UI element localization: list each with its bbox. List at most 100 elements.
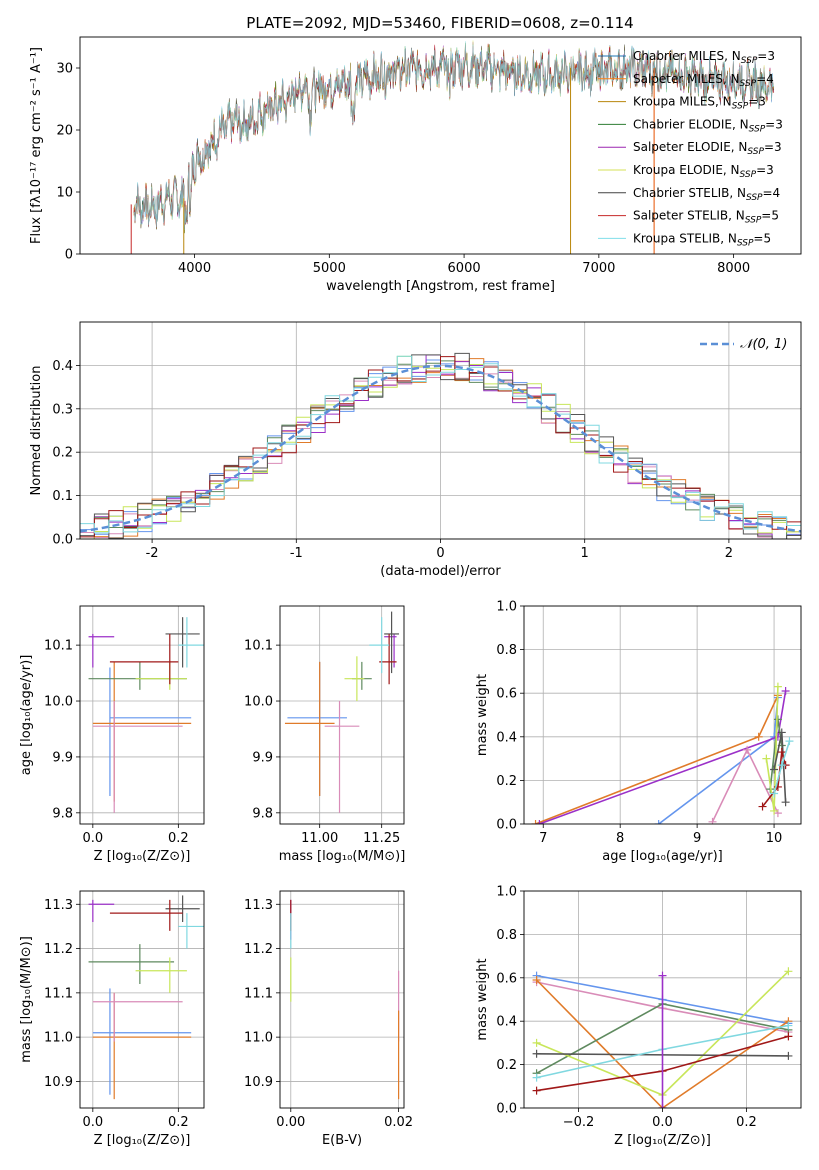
age-weight-marker [531,820,540,824]
residuals-ytick-label: 0.0 [52,533,73,548]
age-weight-marker [773,715,782,724]
age-weight-marker [781,687,790,696]
spectrum-ytick-label: 0 [65,248,73,263]
residuals-ylabel: Normed distribution [29,366,44,496]
z-weight-ytick-label: 0.2 [496,1058,517,1073]
age-weight-ytick-label: 0.8 [496,643,517,658]
z-mass-frame [79,890,205,1109]
spectrum-axes: 4000 5000 6000 7000 8000 0 10 20 30 wavelength [A… [29,36,802,294]
residuals-marks [80,322,801,539]
age-weight-ylabel: mass weight [475,674,490,756]
legend-label-0: Chabrier MILES, NSSP=3 [633,49,775,66]
residuals-xlabel: (data-model)/error [380,564,501,579]
age-weight-ytick-label: 0.0 [496,818,517,833]
residuals-xtick-label: 1 [581,546,589,561]
mass-age-ytick-label: 10.0 [244,695,273,710]
z-mass-ytick-label: 11.1 [44,986,73,1001]
z-age-xlabel: Z [log₁₀(Z/Z⊙)] [94,849,191,864]
z-weight-marker [784,1032,793,1041]
mass-age-ytick-label: 9.8 [252,806,273,821]
z-weight-marks [524,891,801,1108]
z-age-xtick-label: 0.2 [168,831,189,846]
z-mass-axes: 0.0 0.2 10.9 11.0 11.1 11.2 11.3 Z [log₁₀(Z/Z⊙)… [19,890,205,1148]
z-weight-ytick-label: 1.0 [496,885,517,900]
mass-age-ytick-label: 9.9 [252,750,273,765]
z-mass-ytick-label: 11.2 [44,942,73,957]
z-mass-ytick-label: 11.0 [44,1031,73,1046]
age-weight-xlabel: age [log₁₀(age/yr)] [602,849,723,864]
age-weight-marker [743,745,752,754]
z-weight-marker [658,1104,667,1108]
z-weight-marker [532,1049,541,1058]
z-weight-line-2 [536,979,789,1108]
age-weight-marker [654,820,663,824]
z-age-ytick-label: 10.0 [44,695,73,710]
age-weight-marker [535,820,544,824]
mass-age-frame [279,605,405,825]
age-weight-marker [770,789,779,798]
residuals-ytick-label: 0.4 [52,359,73,374]
residuals-xtick-label: -1 [290,546,303,561]
residuals-axes: -2 -1 0 1 2 0.0 0.1 0.2 0.3 0.4 (data-model)/error… [29,321,802,579]
z-weight-frame [523,890,802,1109]
z-weight-ytick-label: 0.8 [496,928,517,943]
legend-label-8: Kroupa STELIB, NSSP=5 [633,231,771,248]
residuals-frame [79,321,802,540]
age-weight-ytick-label: 0.2 [496,774,517,789]
age-weight-marker [777,748,786,757]
z-weight-marker [784,1021,793,1030]
spectrum-xtick-label: 6000 [448,261,481,276]
age-weight-ytick-label: 0.4 [496,730,517,745]
residual-histogram-8 [80,355,801,534]
residuals-xtick-label: 0 [436,546,444,561]
age-weight-xtick-label: 9 [693,831,701,846]
z-mass-ytick-label: 11.3 [44,898,73,913]
z-weight-marker [532,975,541,984]
age-weight-axes: 7 8 9 10 0.0 0.2 0.4 0.6 0.8 1.0 age [log₁₀(age/yr… [475,600,802,864]
residuals-xtick-label: 2 [725,546,733,561]
age-weight-marks [524,606,801,824]
z-weight-xlabel: Z [log₁₀(Z/Z⊙)] [614,1133,711,1148]
ebv-mass-plot-area [280,891,404,1108]
ebv-mass-ytick-label: 11.3 [244,898,273,913]
mass-age-axes: 11.00 11.25 9.8 9.9 10.0 10.1 mass [log₁₀(M/M⊙… [244,605,405,864]
z-mass-ylabel: mass [log₁₀(M/M⊙)] [19,936,34,1063]
z-age-axes: 0.0 0.2 9.8 9.9 10.0 10.1 Z [log₁₀(Z/Z⊙)] age [… [19,605,205,864]
mass-age-xtick-label: 11.00 [301,831,338,846]
age-weight-marker [777,761,786,770]
age-weight-marker [773,682,782,691]
mass-age-xtick-label: 11.25 [363,831,400,846]
z-mass-ytick-label: 10.9 [44,1075,73,1090]
legend-label-6: Chabrier STELIB, NSSP=4 [633,186,780,203]
age-weight-marker [785,737,794,746]
z-weight-marker [784,967,793,976]
spectrum-xtick-label: 5000 [313,261,346,276]
residual-histogram-7 [80,356,801,538]
spectrum-plot-area [80,37,801,254]
age-weight-ytick-label: 1.0 [496,600,517,615]
age-weight-plot-area [524,606,801,824]
z-age-ylabel: age [log₁₀(age/yr)] [19,655,34,776]
spectrum-ytick-label: 20 [56,124,73,139]
age-weight-marker [770,765,779,774]
age-weight-marker [777,728,786,737]
legend-label-7: Salpeter STELIB, NSSP=5 [633,209,779,226]
age-weight-frame [523,605,802,825]
z-weight-axes: −0.2 0.0 0.2 0.0 0.2 0.4 0.6 0.8 1.0 Z [log₁₀(Z/Z… [475,885,802,1148]
spectrum-ytick-label: 10 [56,186,73,201]
z-weight-marker [532,1086,541,1095]
z-age-ytick-label: 10.1 [44,639,73,654]
z-age-ytick-label: 9.8 [52,806,73,821]
z-weight-ytick-label: 0.0 [496,1102,517,1117]
z-mass-marks [80,891,204,1108]
z-weight-xtick-label: −0.2 [563,1115,595,1130]
z-age-xtick-label: 0.0 [82,831,103,846]
residuals-xtick-label: -2 [146,546,159,561]
z-age-plot-area [80,606,204,824]
ebv-mass-xtick-label: 0.02 [384,1115,413,1130]
residuals-ytick-label: 0.1 [52,489,73,504]
z-mass-plot-area [80,891,204,1108]
z-age-marks [80,606,204,824]
